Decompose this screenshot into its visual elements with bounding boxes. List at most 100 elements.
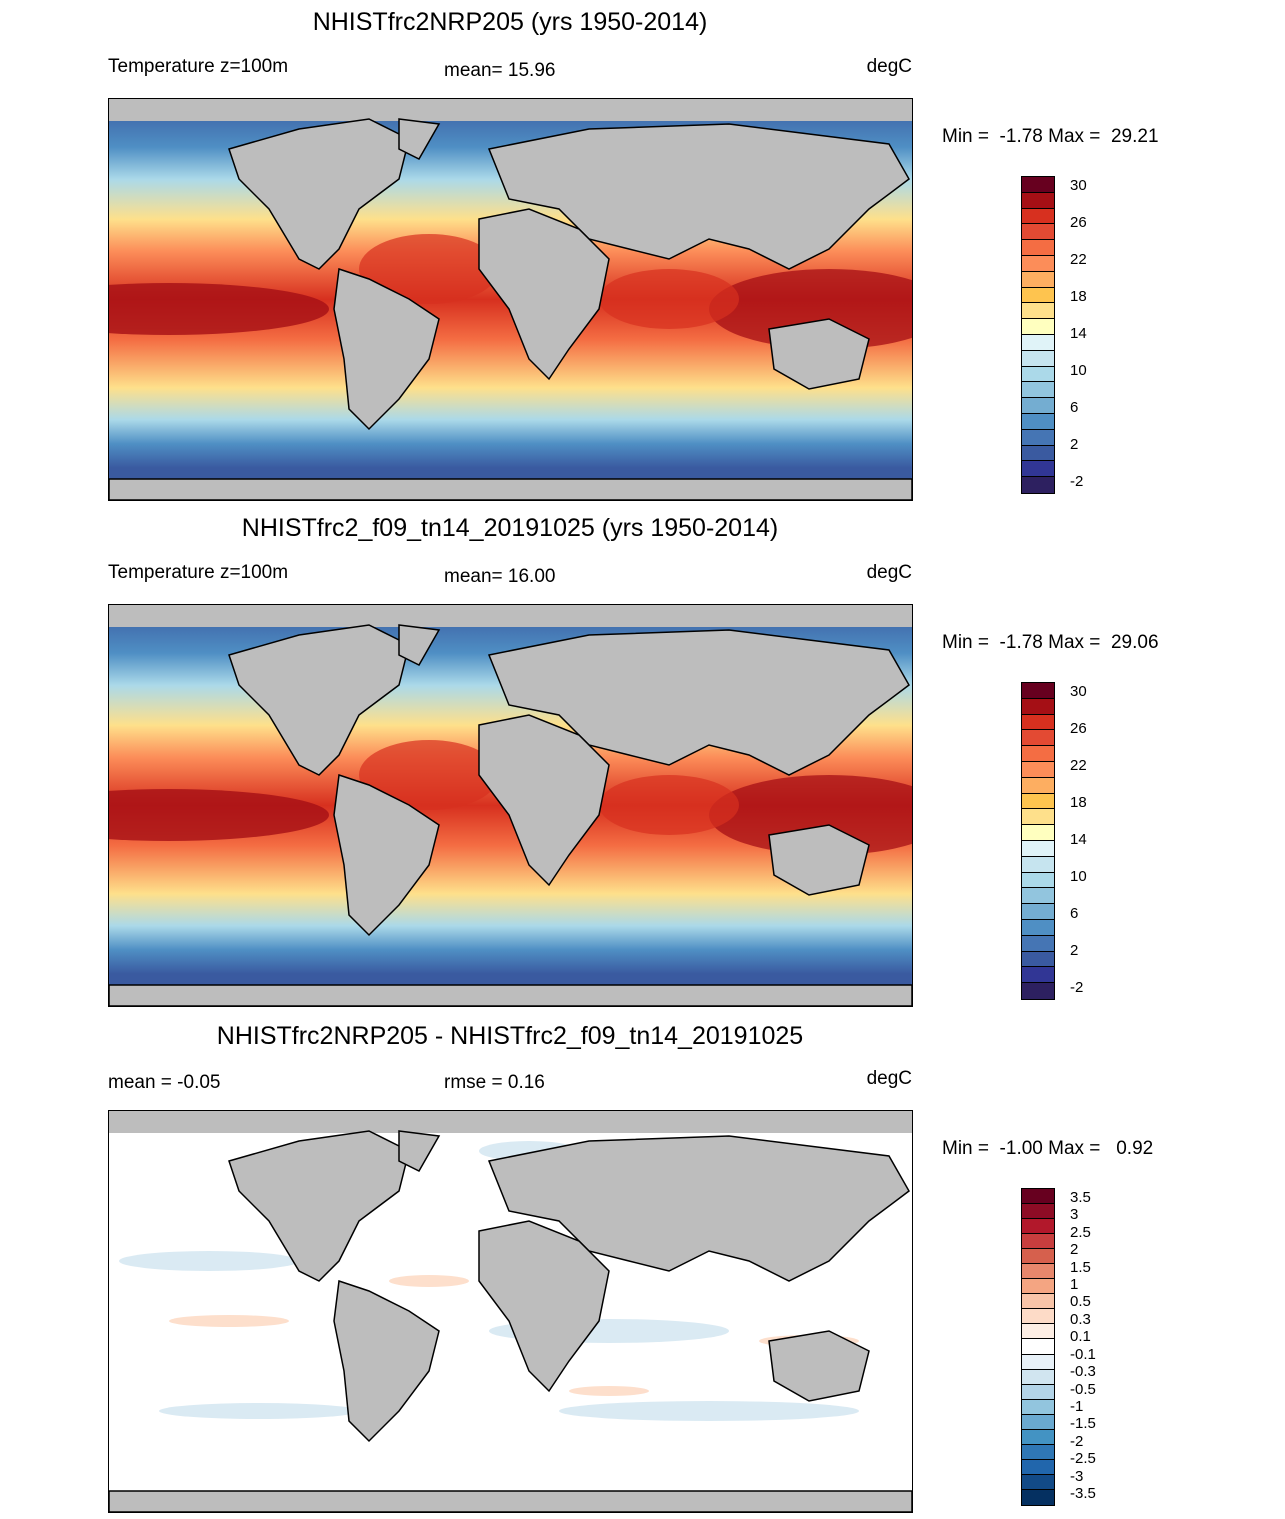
colorbar-swatch: [1022, 1204, 1054, 1220]
colorbar: [1021, 682, 1055, 1000]
colorbar-swatch: [1022, 1399, 1054, 1415]
difference-map: [108, 1110, 913, 1513]
colorbar-label: 0.5: [1070, 1293, 1091, 1311]
colorbar-swatch: [1022, 1489, 1054, 1505]
colorbar-label: 18: [1070, 288, 1087, 305]
colorbar-swatch: [1022, 429, 1054, 446]
colorbar-swatch: [1022, 1429, 1054, 1445]
panel-title: NHISTfrc2_f09_tn14_20191025 (yrs 1950-20…: [241, 514, 779, 542]
mean-label: mean= 16.00: [444, 566, 556, 587]
colorbar-swatch: [1022, 825, 1054, 841]
colorbar-swatch: [1022, 445, 1054, 462]
colorbar-label: 26: [1070, 214, 1087, 231]
colorbar-swatch: [1022, 856, 1054, 873]
colorbar-swatch: [1022, 1264, 1054, 1280]
colorbar-swatch: [1022, 177, 1054, 193]
colorbar-label: 2: [1070, 436, 1079, 453]
colorbar-swatch: [1022, 271, 1054, 288]
colorbar-swatch: [1022, 872, 1054, 889]
min-max-label: Min = -1.00 Max = 0.92: [942, 1138, 1154, 1159]
colorbar-swatch: [1022, 1189, 1054, 1205]
colorbar-label: -1.5: [1070, 1415, 1096, 1433]
mean-label: mean= 15.96: [444, 60, 556, 81]
colorbar-label: 30: [1070, 177, 1087, 194]
colorbar-label: -0.1: [1070, 1345, 1096, 1363]
colorbar-label: -2: [1070, 473, 1084, 490]
colorbar-swatch: [1022, 192, 1054, 209]
colorbar-swatch: [1022, 366, 1054, 383]
colorbar-label: 6: [1070, 905, 1079, 922]
colorbar-label: -2: [1070, 1432, 1084, 1450]
colorbar-label: -3.5: [1070, 1485, 1096, 1502]
colorbar-swatch: [1022, 319, 1054, 335]
colorbar-swatch: [1022, 1339, 1054, 1355]
colorbar-swatch: [1022, 255, 1054, 272]
colorbar-swatch: [1022, 919, 1054, 936]
colorbar-swatch: [1022, 840, 1054, 857]
colorbar-swatch: [1022, 1444, 1054, 1460]
colorbar-swatch: [1022, 1324, 1054, 1340]
colorbar-label: 2: [1070, 1241, 1079, 1259]
colorbar: [1021, 176, 1055, 494]
colorbar-swatch: [1022, 983, 1054, 999]
colorbar-swatch: [1022, 698, 1054, 715]
colorbar-swatch: [1022, 303, 1054, 320]
panel-title: NHISTfrc2NRP205 (yrs 1950-2014): [312, 8, 708, 36]
colorbar-label: 10: [1070, 868, 1087, 885]
colorbar-swatch: [1022, 350, 1054, 367]
colorbar-label: 2.5: [1070, 1223, 1091, 1241]
colorbar-swatch: [1022, 1474, 1054, 1490]
colorbar-swatch: [1022, 809, 1054, 826]
colorbar-label: 6: [1070, 399, 1079, 416]
colorbar-swatch: [1022, 287, 1054, 304]
colorbar-swatch: [1022, 1414, 1054, 1430]
colorbar-swatch: [1022, 683, 1054, 699]
colorbar-swatch: [1022, 746, 1054, 762]
colorbar-label: 14: [1070, 325, 1087, 342]
units-label: degC: [866, 1068, 912, 1089]
map-svg: [109, 1111, 912, 1512]
variable-label: Temperature z=100m: [108, 56, 289, 77]
colorbar-swatch: [1022, 777, 1054, 794]
colorbar-swatch: [1022, 334, 1054, 351]
colorbar-label: -1: [1070, 1397, 1084, 1415]
colorbar-label: -2: [1070, 979, 1084, 996]
colorbar-swatch: [1022, 951, 1054, 968]
colorbar-label: 30: [1070, 683, 1087, 700]
colorbar-swatch: [1022, 935, 1054, 952]
colorbar-label: 1: [1070, 1276, 1079, 1294]
colorbar-swatch: [1022, 1279, 1054, 1295]
colorbar-swatch: [1022, 224, 1054, 241]
colorbar-swatch: [1022, 413, 1054, 430]
colorbar-swatch: [1022, 1459, 1054, 1475]
colorbar-label: 1.5: [1070, 1258, 1091, 1276]
colorbar-label: 3.5: [1070, 1189, 1091, 1206]
temperature-map: [108, 98, 913, 501]
min-max-label: Min = -1.78 Max = 29.06: [942, 632, 1159, 653]
units-label: degC: [866, 562, 912, 583]
panel-1: NHISTfrc2NRP205 (yrs 1950-2014) Temperat…: [0, 0, 1285, 505]
min-max-label: Min = -1.78 Max = 29.21: [942, 126, 1159, 147]
colorbar-label: 18: [1070, 794, 1087, 811]
colorbar-swatch: [1022, 1294, 1054, 1310]
colorbar-swatch: [1022, 888, 1054, 905]
rmse-label: rmse = 0.16: [444, 1072, 545, 1093]
colorbar-swatch: [1022, 1249, 1054, 1265]
panel-2: NHISTfrc2_f09_tn14_20191025 (yrs 1950-20…: [0, 506, 1285, 1011]
colorbar-swatch: [1022, 793, 1054, 810]
panel-3: NHISTfrc2NRP205 - NHISTfrc2_f09_tn14_201…: [0, 1012, 1285, 1519]
colorbar-swatch: [1022, 477, 1054, 493]
colorbar-label: 0.1: [1070, 1328, 1091, 1346]
colorbar: [1021, 1188, 1055, 1506]
colorbar-swatch: [1022, 1309, 1054, 1325]
colorbar-swatch: [1022, 730, 1054, 747]
colorbar-swatch: [1022, 240, 1054, 256]
map-svg: [109, 605, 912, 1006]
colorbar-swatch: [1022, 1219, 1054, 1235]
map-svg: [109, 99, 912, 500]
colorbar-label: 10: [1070, 362, 1087, 379]
colorbar-swatch: [1022, 1354, 1054, 1370]
colorbar-label: -0.5: [1070, 1380, 1096, 1398]
colorbar-swatch: [1022, 714, 1054, 731]
colorbar-swatch: [1022, 461, 1054, 478]
